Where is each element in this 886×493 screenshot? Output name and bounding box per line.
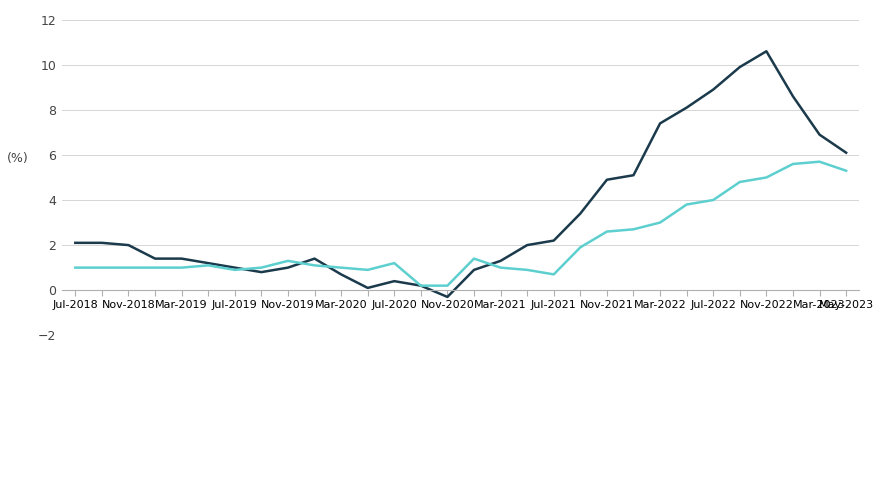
Euro area CPI: [389, 278, 400, 284]
Euro area Core CPI: [734, 179, 745, 185]
Euro area CPI: [708, 87, 719, 93]
Euro area Core CPI: [97, 265, 107, 271]
Euro area CPI: [362, 285, 373, 291]
Euro area CPI: [814, 132, 825, 138]
Euro area Core CPI: [442, 282, 453, 288]
Euro area Core CPI: [681, 202, 692, 208]
Euro area CPI: [256, 269, 267, 275]
Euro area Core CPI: [761, 175, 772, 180]
Euro area CPI: [176, 256, 187, 262]
Euro area Core CPI: [176, 265, 187, 271]
Euro area CPI: [681, 105, 692, 110]
Euro area CPI: [336, 272, 346, 278]
Euro area Core CPI: [123, 265, 134, 271]
Euro area CPI: [416, 282, 426, 288]
Euro area CPI: [548, 238, 559, 244]
Euro area CPI: [229, 265, 240, 271]
Euro area CPI: [150, 256, 160, 262]
Euro area Core CPI: [708, 197, 719, 203]
Euro area CPI: [495, 258, 506, 264]
Euro area Core CPI: [628, 226, 639, 232]
Euro area CPI: [522, 242, 532, 248]
Euro area CPI: [788, 93, 798, 99]
Euro area Core CPI: [548, 272, 559, 278]
Euro area Core CPI: [229, 267, 240, 273]
Euro area CPI: [123, 242, 134, 248]
Euro area Core CPI: [575, 245, 586, 250]
Euro area Core CPI: [283, 258, 293, 264]
Euro area Core CPI: [655, 219, 665, 225]
Euro area CPI: [655, 120, 665, 126]
Euro area CPI: [309, 256, 320, 262]
Euro area Core CPI: [256, 265, 267, 271]
Legend: Euro area CPI, Euro area Core CPI: Euro area CPI, Euro area Core CPI: [305, 489, 617, 493]
Euro area CPI: [575, 211, 586, 216]
Y-axis label: (%): (%): [7, 152, 29, 165]
Line: Euro area CPI: Euro area CPI: [75, 51, 846, 297]
Euro area Core CPI: [841, 168, 851, 174]
Euro area Core CPI: [416, 282, 426, 288]
Euro area CPI: [70, 240, 81, 246]
Euro area CPI: [602, 177, 612, 183]
Euro area Core CPI: [602, 229, 612, 235]
Euro area CPI: [469, 267, 479, 273]
Euro area Core CPI: [70, 265, 81, 271]
Euro area Core CPI: [522, 267, 532, 273]
Euro area CPI: [628, 172, 639, 178]
Euro area CPI: [203, 260, 214, 266]
Euro area Core CPI: [150, 265, 160, 271]
Euro area Core CPI: [788, 161, 798, 167]
Euro area Core CPI: [336, 265, 346, 271]
Euro area CPI: [841, 150, 851, 156]
Euro area Core CPI: [203, 262, 214, 268]
Euro area Core CPI: [389, 260, 400, 266]
Euro area Core CPI: [814, 159, 825, 165]
Euro area CPI: [761, 48, 772, 54]
Euro area Core CPI: [309, 262, 320, 268]
Euro area CPI: [283, 265, 293, 271]
Euro area Core CPI: [362, 267, 373, 273]
Euro area Core CPI: [469, 256, 479, 262]
Euro area CPI: [734, 64, 745, 70]
Euro area CPI: [442, 294, 453, 300]
Euro area Core CPI: [495, 265, 506, 271]
Euro area CPI: [97, 240, 107, 246]
Line: Euro area Core CPI: Euro area Core CPI: [75, 162, 846, 285]
